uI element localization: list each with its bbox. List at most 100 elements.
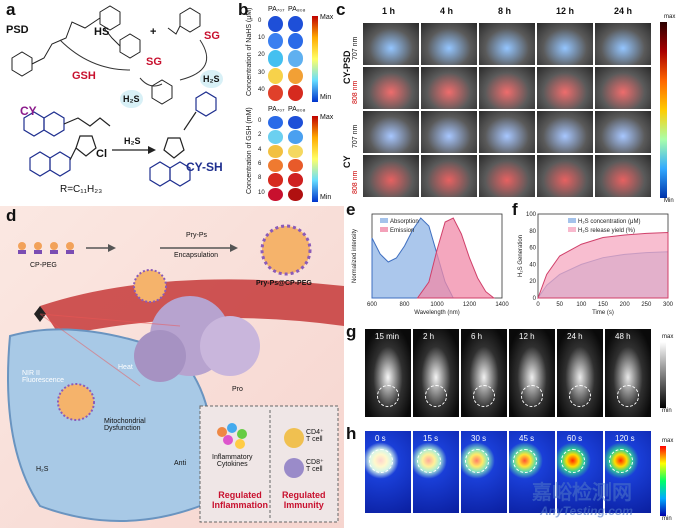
g-image: 12 h	[508, 328, 556, 418]
d-nir-fluorescence: NIR II Fluorescence	[22, 370, 65, 384]
g-time-label: 6 h	[471, 332, 483, 341]
b-bot-dot	[268, 173, 283, 187]
b-scale-min-top: Min	[320, 94, 332, 101]
x-axis-label: Time (s)	[592, 310, 614, 316]
chart-f: 0 50 100 150 200 250 300 0 20 40 60 80 100 Time (s) H₂…	[518, 212, 674, 316]
h-roi-circle	[561, 449, 585, 473]
legend-label: Emission	[390, 228, 414, 234]
h-image: 0 s	[364, 430, 412, 514]
h-time-label: 30 s	[471, 434, 487, 443]
b-bot-tick: 4	[258, 146, 262, 153]
b-bot-tick: 0	[258, 118, 262, 124]
x-tick-label: 1400	[495, 302, 509, 308]
b-bot-dot	[268, 144, 283, 158]
c-scale-max: max	[664, 14, 676, 20]
b-scale-max-top: Max	[320, 14, 334, 21]
b-top-dot	[268, 50, 283, 67]
b-top-dot	[288, 16, 303, 33]
h-roi-circle	[417, 449, 441, 473]
h-time-label: 60 s	[567, 434, 583, 443]
b-bot-tick: 2	[258, 132, 262, 139]
hs-label: HS	[94, 26, 110, 38]
b-bot-dot	[288, 144, 303, 158]
d-cd8: CD8⁺ T cell	[306, 459, 324, 473]
h-image: 60 s	[556, 430, 604, 514]
legend-swatch	[380, 227, 388, 232]
b-bot-tick: 10	[258, 189, 265, 196]
h-time-label: 0 s	[375, 434, 386, 443]
g-time-label: 48 h	[615, 332, 631, 341]
d-cd4: CD4⁺ T cell	[306, 429, 324, 443]
c-image-cell	[478, 66, 536, 110]
g-image: 6 h	[460, 328, 508, 418]
b-col-pa808-top: PA₈₀₈	[288, 6, 306, 13]
y-axis-label: H₂S Generation	[518, 235, 524, 277]
b-bot-tick: 6	[258, 161, 262, 167]
h-min: min	[662, 516, 672, 522]
g-roi-circle	[569, 385, 591, 407]
h2s-label-2: H₂S	[200, 70, 223, 88]
d-anti: Anti	[174, 460, 187, 467]
plus-sign: +	[150, 26, 157, 38]
d-reg-inflam: Regulated Inflammation	[212, 490, 269, 510]
b-colorbar-bottom	[312, 116, 318, 202]
h-image: 15 s	[412, 430, 460, 514]
g-roi-circle	[473, 385, 495, 407]
c-image-grid	[362, 22, 654, 202]
r-definition: R=C₁₁H₂₃	[60, 184, 103, 195]
b-bot-dot	[268, 116, 283, 130]
x-tick-label: 1200	[463, 302, 477, 308]
c-image-cell	[536, 66, 594, 110]
x-tick-label: 1000	[430, 302, 444, 308]
legend-label: H₂S concentration (μM)	[578, 219, 640, 225]
panel-a-structures	[11, 5, 217, 187]
c-image-cell	[594, 110, 652, 154]
b-top-dot	[268, 16, 283, 33]
b-bot-dot	[288, 130, 303, 144]
x-tick-label: 50	[556, 302, 563, 308]
d-encapsulation: Encapsulation	[174, 252, 218, 259]
x-tick-label: 0	[536, 302, 540, 308]
g-time-label: 15 min	[375, 332, 400, 341]
b-bot-dot	[288, 173, 303, 187]
c-image-cell	[536, 110, 594, 154]
c-group-cy: CY	[342, 155, 352, 168]
panel-d-scheme	[7, 224, 344, 523]
b-scale-min-bot: Min	[320, 194, 332, 201]
c-image-cell	[420, 154, 478, 198]
x-axis-label: Wavelength (nm)	[414, 310, 459, 316]
c-image-cell	[536, 22, 594, 66]
g-colorbar	[660, 342, 666, 408]
c-image-cell	[362, 154, 420, 198]
legend-swatch	[380, 218, 388, 223]
sg-label-top: SG	[204, 30, 220, 42]
legend-label: H₂S release yield (%)	[578, 228, 635, 234]
b-col-pa707-top: PA₇₀₇	[268, 6, 285, 13]
d-mito: Mitochondrial Dysfunction	[104, 418, 146, 432]
panel-label-g: g	[346, 322, 357, 341]
b-col-pa707-bot: PA₇₀₇	[268, 106, 285, 113]
b-top-ylabel: Concentration of NaHS (μM)	[246, 7, 253, 96]
b-bot-dot	[288, 159, 303, 173]
c-colorbar	[660, 22, 667, 198]
h2s-label-3: H₂S	[124, 136, 141, 146]
x-tick-label: 150	[598, 302, 609, 308]
b-bot-dot	[268, 130, 283, 144]
c-image-cell	[420, 66, 478, 110]
b-top-dot	[288, 50, 303, 67]
c-image-cell	[536, 154, 594, 198]
c-image-cell	[362, 110, 420, 154]
panel-label-c: c	[336, 0, 346, 19]
b-top-dots: 0 10 20 30 40	[258, 16, 308, 102]
c-time-header: 12 h	[556, 6, 575, 16]
c-row-808-a: 808 nm	[352, 80, 359, 104]
b-colorbar-top	[312, 16, 318, 102]
cysh-label: CY-SH	[186, 160, 223, 174]
g-max: max	[662, 334, 674, 340]
c-time-header: 24 h	[614, 6, 633, 16]
b-top-dot	[268, 33, 283, 50]
c-time-header: 1 h	[382, 6, 396, 16]
c-image-cell	[478, 22, 536, 66]
g-roi-circle	[521, 385, 543, 407]
y-axis-label: Normalized intensity	[352, 229, 358, 283]
